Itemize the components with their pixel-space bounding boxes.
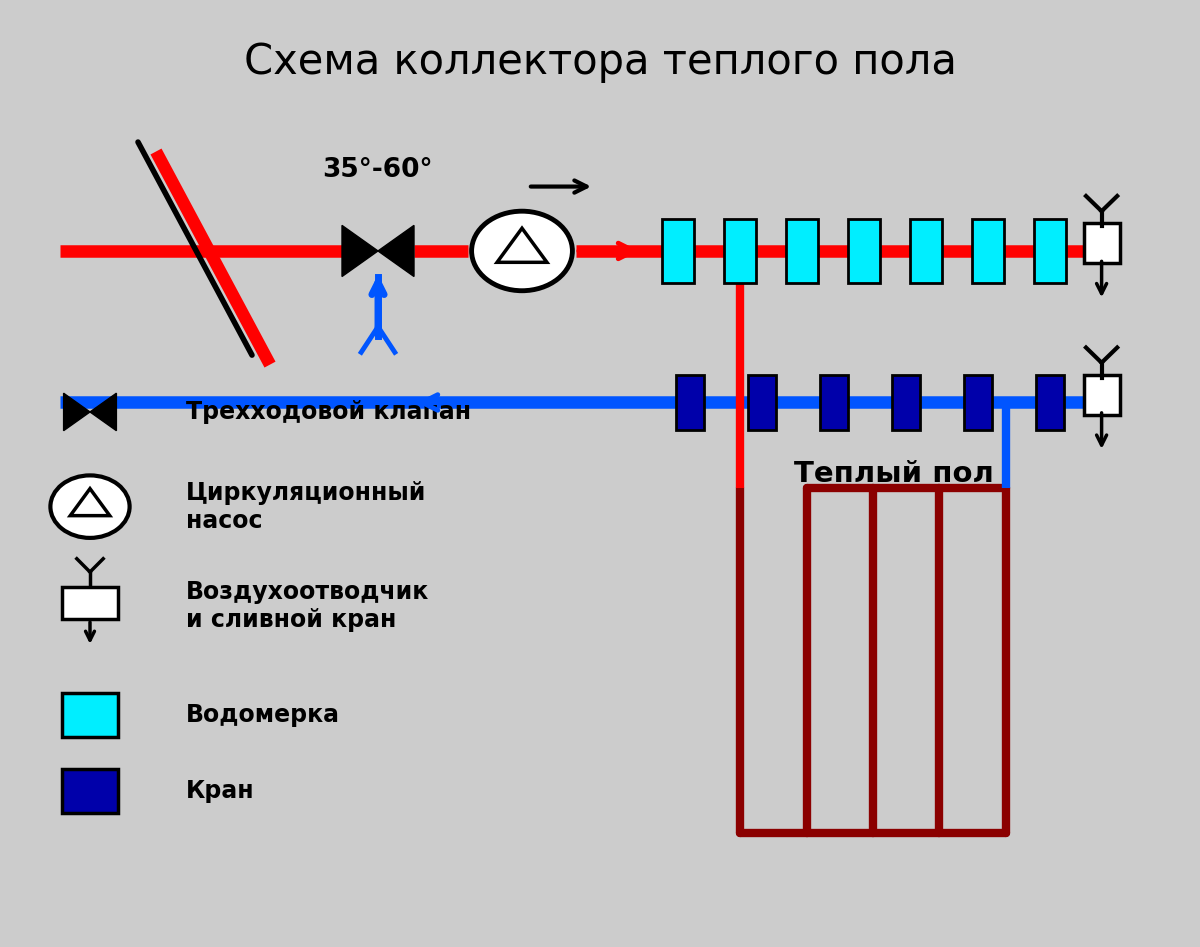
Text: Теплый пол: Теплый пол — [794, 459, 994, 488]
FancyBboxPatch shape — [62, 693, 118, 737]
Text: 35°-60°: 35°-60° — [323, 157, 433, 184]
Polygon shape — [64, 393, 90, 431]
Polygon shape — [378, 225, 414, 277]
Polygon shape — [90, 393, 116, 431]
FancyBboxPatch shape — [964, 375, 992, 430]
FancyBboxPatch shape — [892, 375, 920, 430]
FancyBboxPatch shape — [911, 219, 942, 283]
FancyBboxPatch shape — [676, 375, 704, 430]
Text: Схема коллектора теплого пола: Схема коллектора теплого пола — [244, 41, 956, 82]
Text: Водомерка: Водомерка — [186, 703, 340, 727]
Text: Трехходовой клапан: Трехходовой клапан — [186, 400, 472, 424]
Polygon shape — [497, 228, 547, 262]
FancyBboxPatch shape — [62, 769, 118, 813]
FancyBboxPatch shape — [62, 587, 118, 619]
FancyBboxPatch shape — [786, 219, 817, 283]
Polygon shape — [71, 489, 109, 515]
FancyBboxPatch shape — [1034, 219, 1066, 283]
FancyBboxPatch shape — [972, 219, 1003, 283]
FancyBboxPatch shape — [820, 375, 848, 430]
Polygon shape — [342, 225, 378, 277]
FancyBboxPatch shape — [725, 219, 756, 283]
FancyBboxPatch shape — [662, 219, 694, 283]
FancyBboxPatch shape — [1036, 375, 1064, 430]
Text: Циркуляционный
насос: Циркуляционный насос — [186, 481, 426, 532]
FancyBboxPatch shape — [848, 219, 880, 283]
FancyBboxPatch shape — [748, 375, 776, 430]
Text: Воздухоотводчик
и сливной кран: Воздухоотводчик и сливной кран — [186, 581, 430, 632]
FancyBboxPatch shape — [1084, 375, 1120, 415]
Circle shape — [472, 211, 572, 291]
FancyBboxPatch shape — [1084, 223, 1120, 263]
Circle shape — [50, 475, 130, 538]
Text: Кран: Кран — [186, 778, 254, 803]
